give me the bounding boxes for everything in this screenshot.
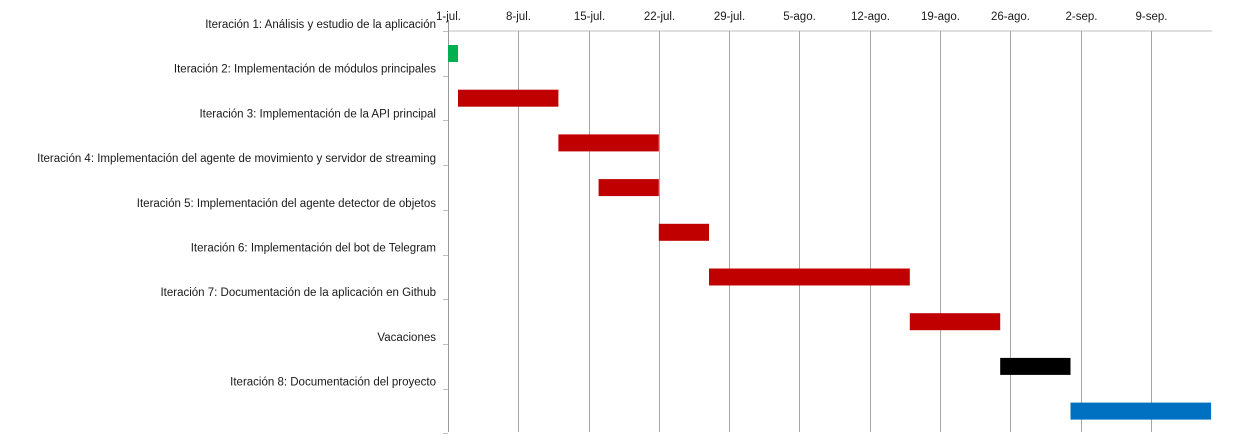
task-label: Iteración 6: Implementación del bot de T… [191, 243, 436, 255]
x-tick-label: 5-ago. [783, 11, 816, 23]
task-label: Iteración 7: Documentación de la aplicac… [160, 287, 436, 299]
task-bar [1070, 402, 1212, 420]
x-tick-label: 26-ago. [991, 11, 1030, 23]
x-tick-label: 12-ago. [851, 11, 890, 23]
x-tick-label: 2-sep. [1066, 11, 1098, 23]
task-bar [448, 45, 458, 62]
task-bar [709, 268, 910, 286]
task-label: Iteración 2: Implementación de módulos p… [174, 64, 436, 76]
task-bars [448, 45, 1212, 420]
x-tick-label: 15-jul. [574, 11, 605, 23]
task-bar [1000, 357, 1071, 375]
task-bar [909, 313, 1001, 331]
task-label: Iteración 1: Análisis y estudio de la ap… [205, 19, 436, 31]
x-tick-label: 29-jul. [714, 11, 745, 23]
task-label: Vacaciones [377, 332, 436, 344]
x-tick-label: 22-jul. [644, 11, 675, 23]
grid [443, 20, 1212, 434]
x-tick-label: 9-sep. [1136, 11, 1168, 23]
x-tick-label: 1-jul. [436, 11, 461, 23]
x-tick-label: 8-jul. [506, 11, 531, 23]
task-labels: Iteración 1: Análisis y estudio de la ap… [37, 19, 436, 389]
x-tick-label: 19-ago. [921, 11, 960, 23]
task-bar [658, 223, 709, 241]
task-bar [458, 89, 559, 107]
task-label: Iteración 8: Documentación del proyecto [230, 377, 436, 389]
task-bar [598, 179, 659, 197]
task-label: Iteración 3: Implementación de la API pr… [199, 108, 436, 120]
task-label: Iteración 4: Implementación del agente d… [37, 153, 436, 165]
task-bar [558, 134, 659, 152]
task-label: Iteración 5: Implementación del agente d… [137, 198, 436, 210]
x-axis-ticks: 1-jul. 8-jul. 15-jul. 22-jul. 29-jul. 5-ago. 1… [436, 11, 1167, 23]
